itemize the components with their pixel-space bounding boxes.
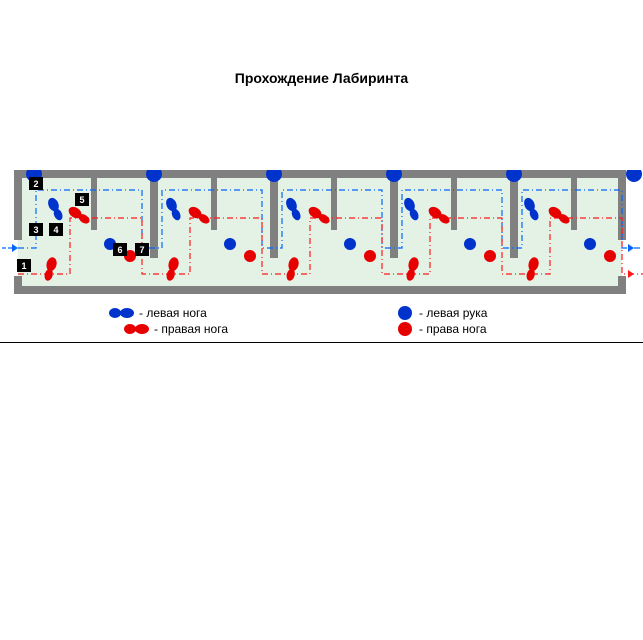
svg-text:5: 5 — [79, 195, 84, 205]
maze-diagram: 1 2 3 4 5 6 7 — [0, 170, 643, 307]
svg-text:4: 4 — [53, 225, 58, 235]
maze-svg: 1 2 3 4 5 6 7 — [0, 170, 643, 302]
legend-left-foot-label: - левая нога — [139, 306, 207, 320]
legend-right-foot: - правая нога — [120, 321, 305, 337]
svg-text:2: 2 — [33, 179, 38, 189]
legend-left-foot: - левая нога — [105, 305, 305, 321]
legend: - левая нога - левая рука - правая нога … — [0, 305, 643, 337]
svg-text:7: 7 — [139, 245, 144, 255]
legend-left-hand-label: - левая рука — [419, 306, 487, 320]
svg-text:6: 6 — [117, 245, 122, 255]
legend-right-hand: - права нога — [395, 321, 487, 337]
divider-line — [0, 342, 643, 343]
svg-text:3: 3 — [33, 225, 38, 235]
page: Прохождение Лабиринта 1 2 3 4 5 6 7 - левая но… — [0, 0, 643, 640]
svg-text:1: 1 — [21, 261, 26, 271]
diagram-title: Прохождение Лабиринта — [0, 0, 643, 86]
legend-left-hand: - левая рука — [395, 305, 487, 321]
legend-right-foot-label: - правая нога — [154, 322, 228, 336]
legend-right-hand-label: - права нога — [419, 322, 487, 336]
